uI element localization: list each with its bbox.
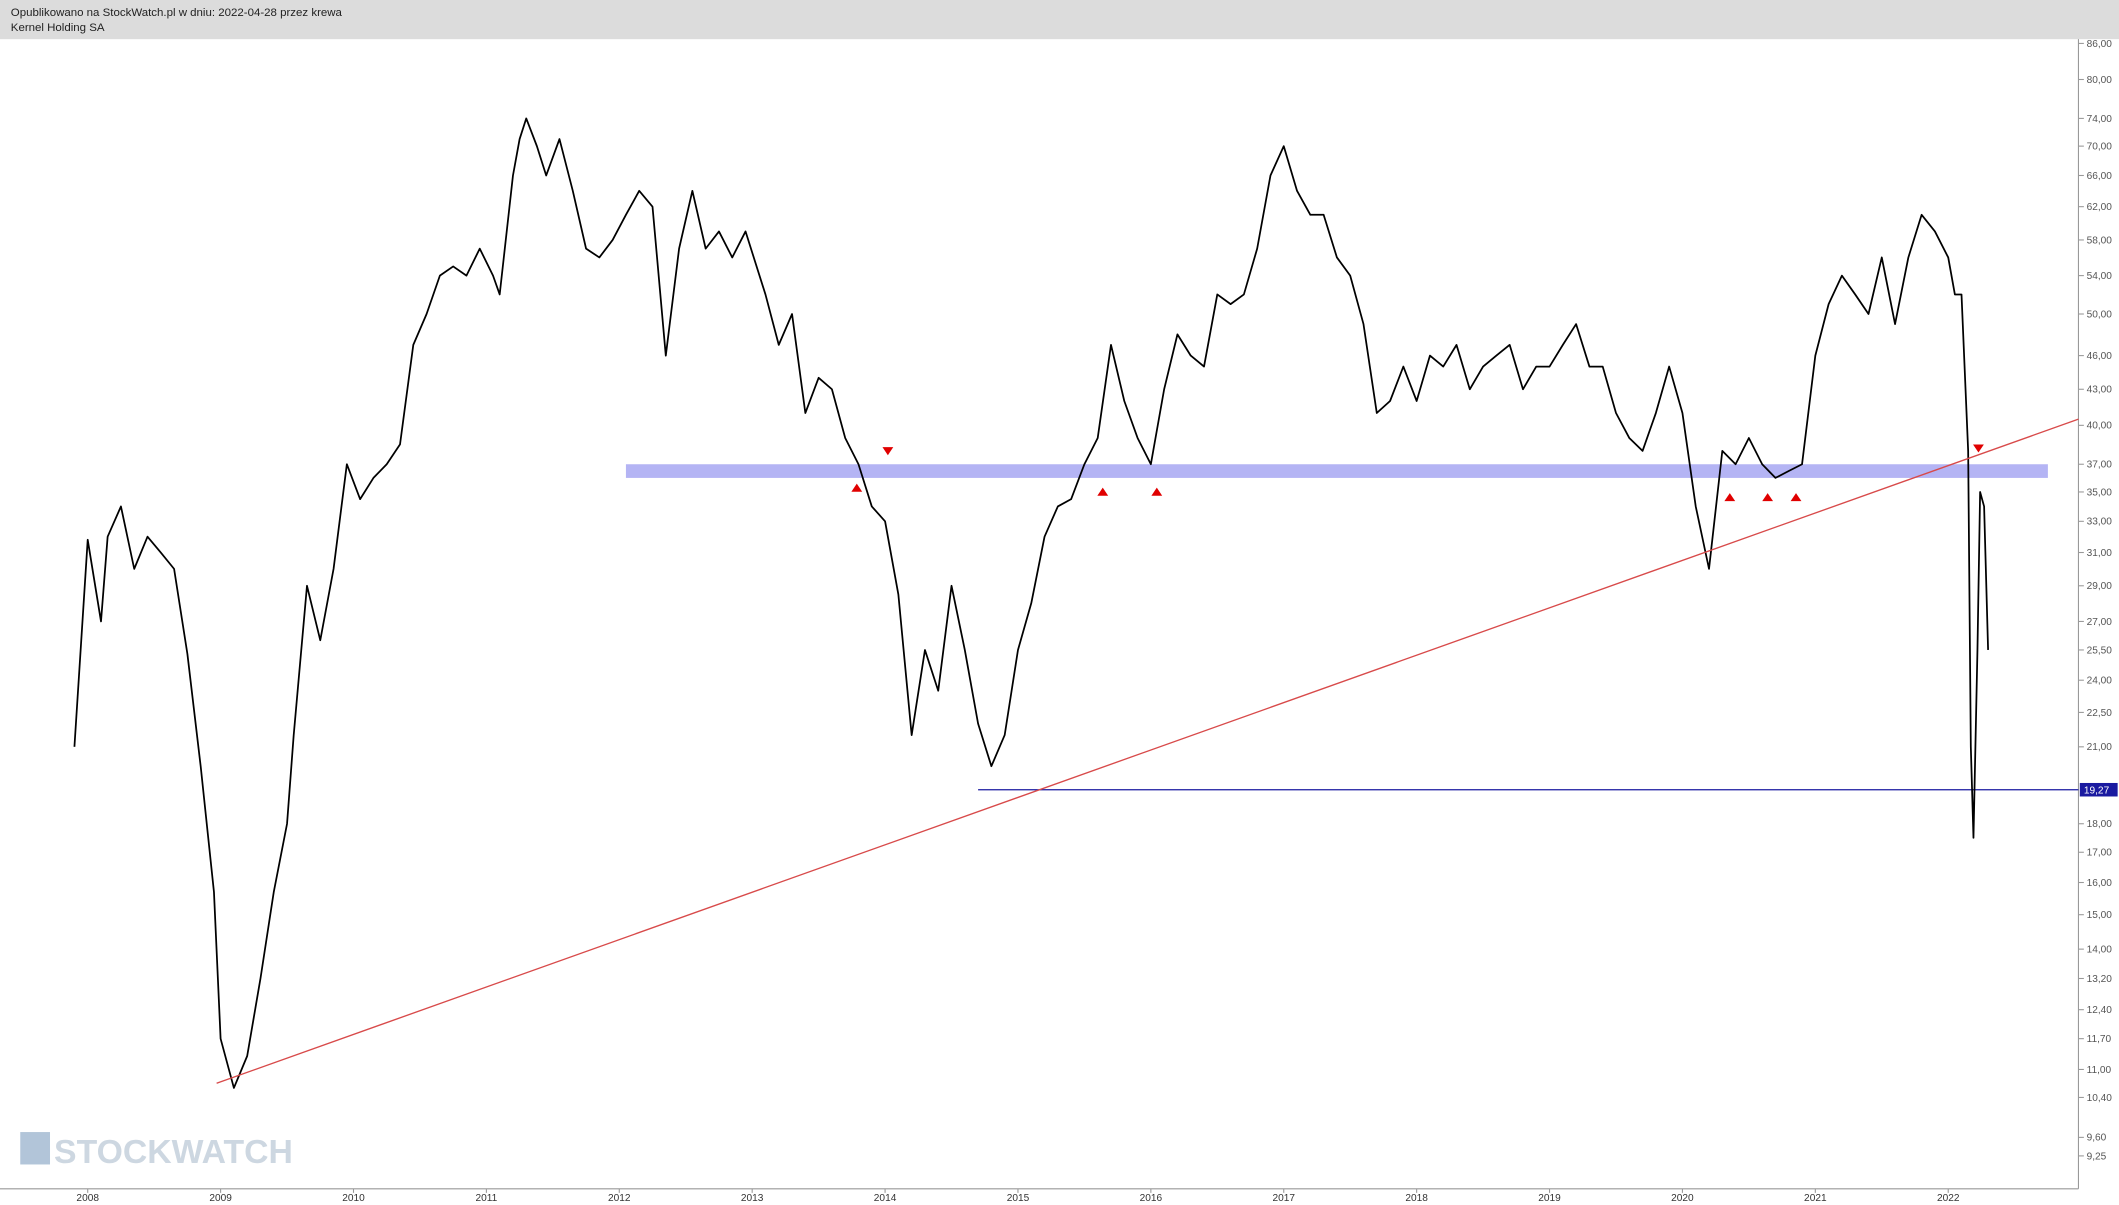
up-marker: [1790, 493, 1802, 502]
y-tick-label: 58,00: [2087, 235, 2113, 246]
x-tick-label: 2011: [475, 1193, 497, 1204]
x-tick-label: 2012: [608, 1193, 631, 1204]
watermark-text: STOCKWATCH: [54, 1133, 293, 1171]
watermark-icon: [20, 1132, 51, 1165]
down-marker: [1973, 444, 1984, 453]
y-tick-label: 13,20: [2087, 974, 2113, 985]
y-tick-label: 74,00: [2087, 114, 2113, 125]
y-tick-label: 37,00: [2087, 460, 2113, 471]
y-tick-label: 22,50: [2087, 708, 2113, 719]
y-tick-label: 43,00: [2087, 385, 2113, 396]
y-tick-label: 24,00: [2087, 676, 2113, 687]
support-band: [625, 464, 2048, 478]
y-tick-label: 17,00: [2087, 848, 2113, 859]
y-tick-label: 18,00: [2087, 819, 2113, 830]
x-tick-label: 2008: [76, 1193, 99, 1204]
level-label: 19,27: [2084, 786, 2110, 797]
y-tick-label: 46,00: [2087, 351, 2113, 362]
y-tick-label: 80,00: [2087, 75, 2113, 86]
header-bar: [0, 0, 2119, 40]
up-marker: [851, 483, 863, 492]
y-tick-label: 66,00: [2087, 171, 2113, 182]
up-marker: [1097, 487, 1109, 496]
x-tick-label: 2022: [1937, 1193, 1960, 1204]
y-tick-label: 35,00: [2087, 487, 2113, 498]
y-tick-label: 50,00: [2087, 309, 2113, 320]
y-tick-label: 10,40: [2087, 1093, 2113, 1104]
x-tick-label: 2020: [1671, 1193, 1694, 1204]
signal-markers: [851, 444, 1984, 502]
y-tick-label: 31,00: [2087, 548, 2113, 559]
up-marker: [1151, 487, 1163, 496]
up-marker: [1762, 493, 1774, 502]
watermark: STOCKWATCH: [20, 1132, 293, 1171]
x-tick-label: 2014: [874, 1193, 897, 1204]
y-tick-label: 25,50: [2087, 645, 2113, 656]
x-tick-label: 2018: [1405, 1193, 1428, 1204]
y-tick-label: 27,00: [2087, 617, 2113, 628]
y-tick-label: 9,60: [2087, 1133, 2107, 1144]
y-tick-label: 33,00: [2087, 517, 2113, 528]
x-tick-label: 2021: [1804, 1193, 1827, 1204]
header-published: Opublikowano na StockWatch.pl w dniu: 20…: [11, 7, 343, 19]
y-tick-label: 40,00: [2087, 421, 2113, 432]
y-tick-label: 86,00: [2087, 39, 2113, 50]
price-line: [73, 117, 1989, 1089]
y-tick-label: 70,00: [2087, 142, 2113, 153]
x-tick-label: 2009: [209, 1193, 232, 1204]
x-tick-label: 2015: [1007, 1193, 1030, 1204]
y-tick-label: 29,00: [2087, 581, 2113, 592]
header-instrument: Kernel Holding SA: [11, 22, 105, 34]
y-tick-label: 11,70: [2087, 1034, 2112, 1045]
x-tick-label: 2017: [1272, 1193, 1295, 1204]
y-tick-label: 11,00: [2087, 1065, 2112, 1076]
x-tick-label: 2013: [741, 1193, 764, 1204]
level-label-box: [2079, 782, 2118, 797]
down-marker: [882, 447, 894, 456]
y-tick-label: 21,00: [2087, 742, 2113, 753]
y-tick-label: 14,00: [2087, 945, 2113, 956]
trendline: [216, 418, 2079, 1084]
y-tick-label: 9,25: [2087, 1151, 2107, 1162]
plot: [73, 117, 2079, 1089]
y-tick-label: 54,00: [2087, 271, 2113, 282]
up-marker: [1724, 493, 1736, 502]
x-tick-label: 2010: [342, 1193, 365, 1204]
y-tick-label: 15,00: [2087, 910, 2113, 921]
y-tick-label: 12,40: [2087, 1005, 2113, 1016]
x-tick-label: 2016: [1140, 1193, 1163, 1204]
y-tick-label: 16,00: [2087, 878, 2113, 889]
x-tick-label: 2019: [1538, 1193, 1561, 1204]
y-tick-label: 62,00: [2087, 202, 2113, 213]
